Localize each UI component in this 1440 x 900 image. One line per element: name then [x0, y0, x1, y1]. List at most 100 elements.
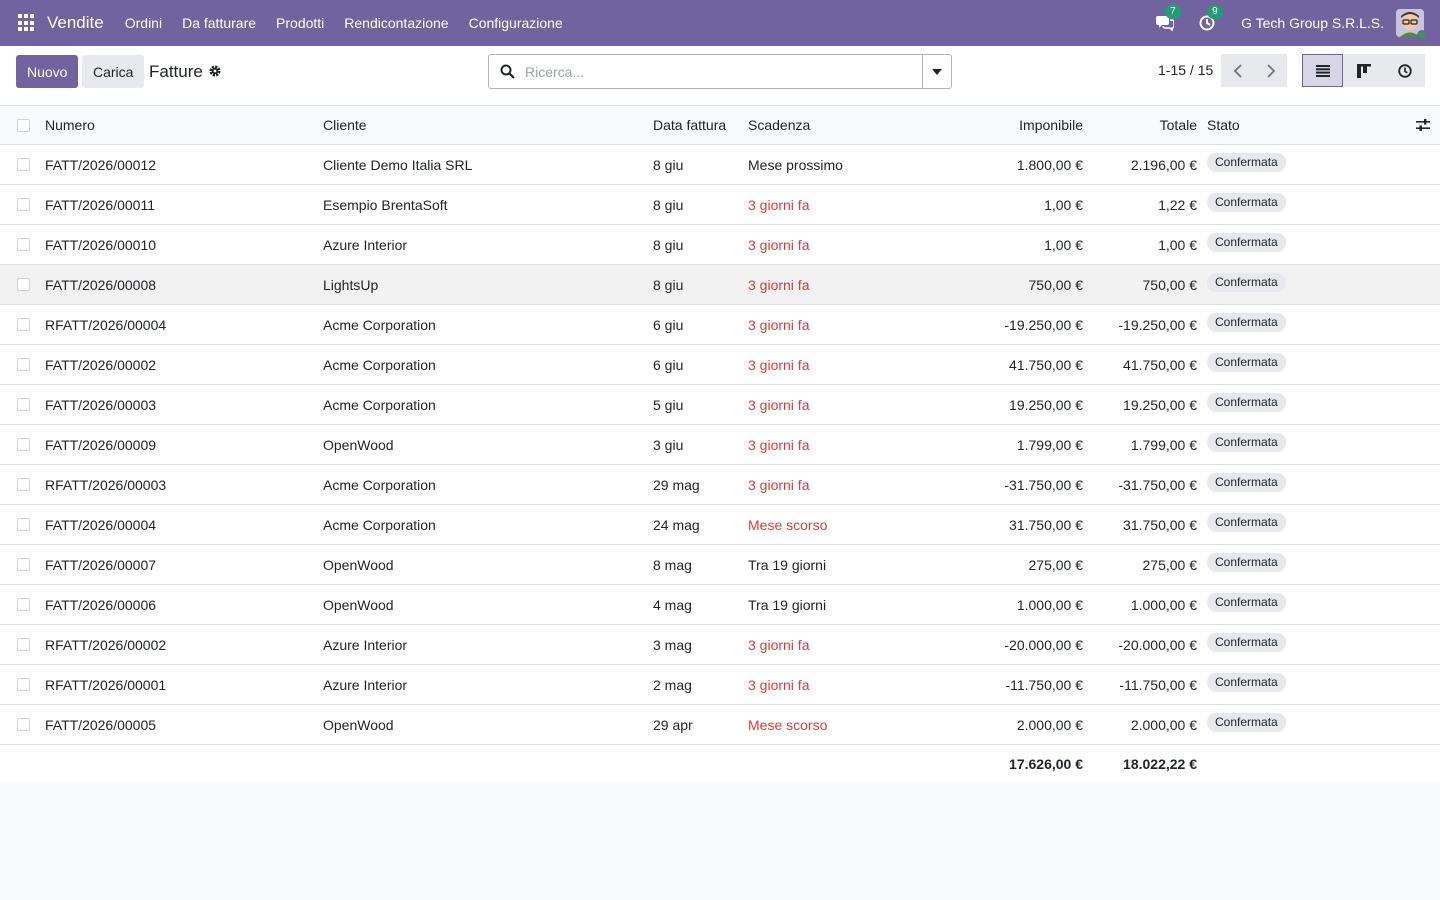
menu-item-da-fatturare[interactable]: Da fatturare	[182, 15, 257, 31]
cell-totale: 31.750,00 €	[1123, 517, 1197, 533]
cell-stato: Confermata	[1207, 665, 1286, 705]
messages-button[interactable]: 7	[1153, 5, 1181, 35]
row-checkbox[interactable]	[17, 238, 30, 251]
table-row[interactable]: RFATT/2026/00003 Acme Corporation 29 mag 3 …	[0, 465, 1440, 505]
search-options-toggle[interactable]	[922, 55, 951, 88]
table-row[interactable]: RFATT/2026/00001 Azure Interior 2 mag 3 gio…	[0, 665, 1440, 705]
cell-imponibile: -20.000,00 €	[1004, 637, 1083, 653]
row-checkbox[interactable]	[17, 558, 30, 571]
column-header-cliente[interactable]: Cliente	[323, 117, 367, 133]
table-row[interactable]: FATT/2026/00005 OpenWood 29 apr Mese scorso…	[0, 705, 1440, 745]
avatar[interactable]	[1396, 9, 1427, 40]
cell-stato: Confermata	[1207, 625, 1286, 665]
app-name[interactable]: Vendite	[47, 13, 104, 32]
cell-stato: Confermata	[1207, 545, 1286, 585]
cell-scadenza: 3 giorni fa	[748, 637, 810, 653]
cell-imponibile: 1,00 €	[1044, 237, 1083, 253]
cell-numero: FATT/2026/00003	[45, 397, 157, 413]
table-row[interactable]: FATT/2026/00008 LightsUp 8 giu 3 giorni fa 7…	[0, 265, 1440, 305]
status-badge: Confermata	[1207, 232, 1286, 252]
status-badge: Confermata	[1207, 552, 1286, 572]
table-row[interactable]: FATT/2026/00012 Cliente Demo Italia SRL 8 …	[0, 145, 1440, 185]
cell-totale: 2.196,00 €	[1130, 157, 1197, 173]
row-checkbox[interactable]	[17, 598, 30, 611]
row-checkbox[interactable]	[17, 198, 30, 211]
table-row[interactable]: FATT/2026/00003 Acme Corporation 5 giu 3 gi…	[0, 385, 1440, 425]
column-header-scadenza[interactable]: Scadenza	[748, 117, 811, 133]
gear-icon[interactable]	[208, 64, 222, 78]
column-header-numero[interactable]: Numero	[45, 117, 95, 133]
cell-numero: FATT/2026/00006	[45, 597, 157, 613]
table-row[interactable]: FATT/2026/00009 OpenWood 3 giu 3 giorni fa 1…	[0, 425, 1440, 465]
cell-scadenza: Mese prossimo	[748, 157, 843, 173]
cell-totale: 41.750,00 €	[1123, 357, 1197, 373]
cell-cliente: Azure Interior	[323, 637, 408, 653]
cell-numero: FATT/2026/00012	[45, 157, 157, 173]
cell-scadenza: 3 giorni fa	[748, 397, 810, 413]
sliders-icon[interactable]	[1416, 118, 1430, 132]
cell-numero: RFATT/2026/00002	[45, 637, 167, 653]
column-header-imponibile[interactable]: Imponibile	[1019, 117, 1083, 133]
cell-data-fattura: 29 apr	[653, 717, 693, 733]
cell-data-fattura: 8 mag	[653, 557, 692, 573]
apps-grid-icon[interactable]	[18, 14, 36, 32]
row-checkbox[interactable]	[17, 478, 30, 491]
cell-stato: Confermata	[1207, 305, 1286, 345]
column-header-stato[interactable]: Stato	[1207, 117, 1240, 133]
cell-data-fattura: 3 mag	[653, 637, 692, 653]
column-header-totale[interactable]: Totale	[1159, 117, 1197, 133]
menu-item-ordini[interactable]: Ordini	[124, 15, 163, 31]
pager-previous-button[interactable]	[1221, 54, 1254, 87]
chevron-right-icon	[1266, 63, 1275, 78]
cell-cliente: OpenWood	[323, 717, 394, 733]
row-checkbox[interactable]	[17, 518, 30, 531]
cell-cliente: Cliente Demo Italia SRL	[323, 157, 473, 173]
activity-view-button[interactable]	[1384, 54, 1425, 87]
table-row[interactable]: FATT/2026/00002 Acme Corporation 6 giu 3 gi…	[0, 345, 1440, 385]
row-checkbox[interactable]	[17, 278, 30, 291]
pager-next-button[interactable]	[1254, 54, 1287, 87]
menu-item-rendicontazione[interactable]: Rendicontazione	[344, 15, 449, 31]
cell-totale: -20.000,00 €	[1118, 637, 1197, 653]
row-checkbox[interactable]	[17, 678, 30, 691]
table-row[interactable]: FATT/2026/00004 Acme Corporation 24 mag Mes…	[0, 505, 1440, 545]
new-button[interactable]: Nuovo	[16, 55, 79, 88]
list-view-button[interactable]	[1302, 54, 1343, 87]
table-row[interactable]: RFATT/2026/00002 Azure Interior 3 mag 3 gio…	[0, 625, 1440, 665]
row-checkbox[interactable]	[17, 718, 30, 731]
cell-cliente: Acme Corporation	[323, 357, 436, 373]
upload-button[interactable]: Carica	[82, 55, 145, 88]
table-row[interactable]: FATT/2026/00006 OpenWood 4 mag Tra 19 giorn…	[0, 585, 1440, 625]
cell-scadenza: 3 giorni fa	[748, 317, 810, 333]
select-all-checkbox[interactable]	[17, 119, 30, 132]
cell-data-fattura: 8 giu	[653, 277, 684, 293]
table-row[interactable]: FATT/2026/00010 Azure Interior 8 giu 3 gior…	[0, 225, 1440, 265]
column-header-data-fattura[interactable]: Data fattura	[653, 117, 727, 133]
cell-imponibile: 1,00 €	[1044, 197, 1083, 213]
cell-scadenza: 3 giorni fa	[748, 277, 810, 293]
table-row[interactable]: RFATT/2026/00004 Acme Corporation 6 giu 3 g…	[0, 305, 1440, 345]
search-input[interactable]	[525, 56, 922, 87]
cell-data-fattura: 8 giu	[653, 237, 684, 253]
row-checkbox[interactable]	[17, 638, 30, 651]
total-totale: 18.022,22 €	[1123, 756, 1197, 772]
cell-cliente: LightsUp	[323, 277, 379, 293]
row-checkbox[interactable]	[17, 358, 30, 371]
cell-data-fattura: 24 mag	[653, 517, 700, 533]
table-row[interactable]: FATT/2026/00011 Esempio BrentaSoft 8 giu 3 …	[0, 185, 1440, 225]
table-row[interactable]: FATT/2026/00007 OpenWood 8 mag Tra 19 giorn…	[0, 545, 1440, 585]
navbar-right: 7 9 G Tech Group S.R.L.S.	[1153, 0, 1440, 46]
company-switcher[interactable]: G Tech Group S.R.L.S.	[1241, 15, 1384, 31]
row-checkbox[interactable]	[17, 158, 30, 171]
cell-cliente: Acme Corporation	[323, 397, 436, 413]
menu-item-configurazione[interactable]: Configurazione	[468, 15, 563, 31]
row-checkbox[interactable]	[17, 398, 30, 411]
row-checkbox[interactable]	[17, 438, 30, 451]
menu-item-prodotti[interactable]: Prodotti	[276, 15, 325, 31]
activities-button[interactable]: 9	[1195, 5, 1223, 35]
pager-value[interactable]: 1-15 / 15	[1158, 62, 1214, 78]
kanban-view-button[interactable]	[1343, 54, 1384, 87]
cell-stato: Confermata	[1207, 385, 1286, 425]
row-checkbox[interactable]	[17, 318, 30, 331]
cell-imponibile: -11.750,00 €	[1005, 677, 1083, 693]
